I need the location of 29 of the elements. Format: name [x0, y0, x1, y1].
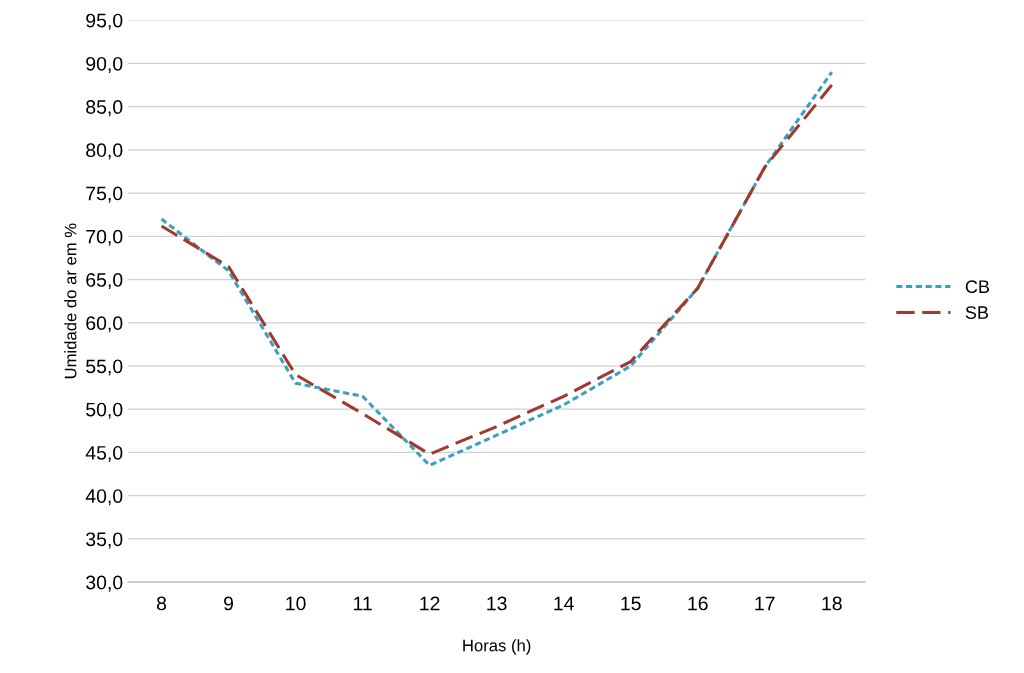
y-tick-label: 85,0 — [86, 100, 123, 117]
y-tick-label: 60,0 — [86, 316, 123, 333]
y-tick-label: 90,0 — [86, 56, 123, 73]
legend-label: CB — [965, 280, 990, 294]
y-tick-label: 80,0 — [86, 143, 123, 160]
y-tick-label: 65,0 — [86, 273, 123, 290]
x-tick-label: 14 — [554, 596, 574, 611]
y-tick-label: 70,0 — [86, 229, 123, 246]
x-tick-label: 10 — [286, 596, 306, 611]
x-tick-label: 16 — [688, 596, 708, 611]
y-tick-label: 30,0 — [86, 575, 123, 592]
x-tick-label: 17 — [755, 596, 775, 611]
y-tick-label: 55,0 — [86, 359, 123, 376]
legend-label: SB — [965, 306, 989, 319]
y-tick-label: 50,0 — [86, 402, 123, 419]
y-tick-label: 95,0 — [86, 13, 123, 30]
x-tick-label: 12 — [420, 596, 440, 611]
y-axis-title: Umidade do ar em % — [64, 223, 77, 379]
y-tick-label: 35,0 — [86, 532, 123, 549]
y-tick-label: 45,0 — [85, 445, 123, 462]
x-tick-label: 11 — [353, 596, 372, 611]
y-tick-label: 40,0 — [85, 489, 123, 506]
x-tick-label: 8 — [156, 596, 167, 611]
x-tick-label: 15 — [621, 596, 641, 611]
y-tick-label: 75,0 — [86, 186, 123, 203]
x-tick-label: 9 — [224, 596, 234, 611]
x-axis-title: Horas (h) — [463, 639, 531, 655]
x-tick-label: 18 — [822, 596, 842, 611]
x-tick-label: 13 — [487, 596, 507, 611]
